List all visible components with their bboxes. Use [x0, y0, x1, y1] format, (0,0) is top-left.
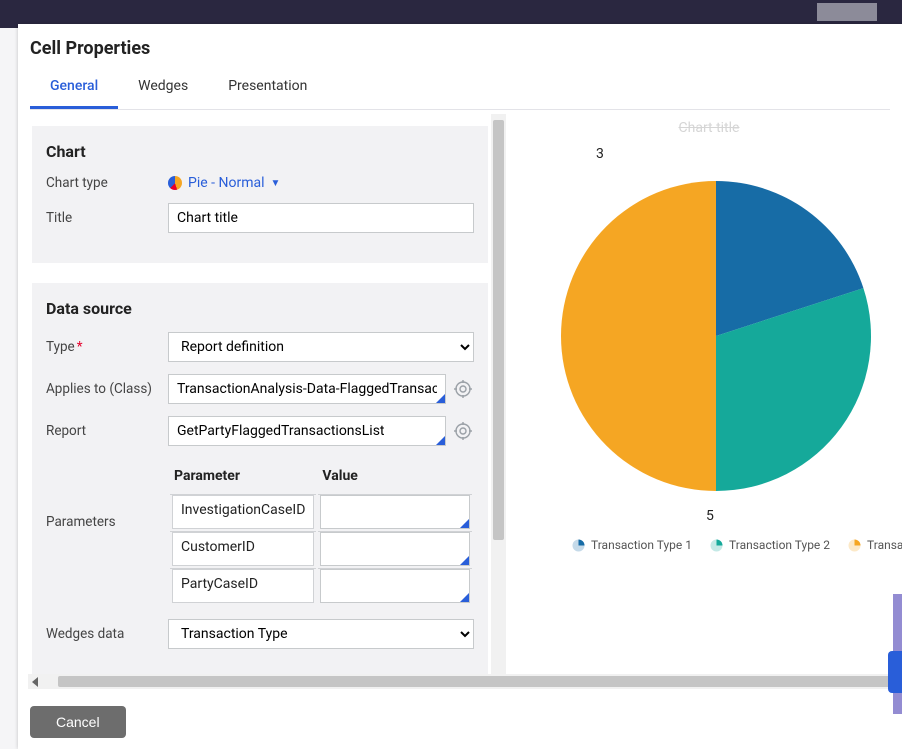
tab-general[interactable]: General [30, 69, 118, 109]
param-header-parameter: Parameter [170, 462, 316, 492]
target-icon[interactable] [452, 378, 474, 400]
cancel-button[interactable]: Cancel [30, 706, 126, 738]
scrollbar-vertical[interactable] [491, 114, 506, 689]
type-select[interactable]: Report definition [168, 332, 474, 362]
tab-presentation[interactable]: Presentation [208, 69, 327, 109]
form-pane: Chart Chart type Pie - Normal ▼ Title [18, 114, 506, 689]
param-value-input[interactable] [320, 495, 470, 529]
parameters-table: Parameter Value InvestigationCaseIDCusto… [168, 460, 474, 605]
pie-chart: 35 [536, 156, 896, 516]
legend: Transaction Type 1 Transaction Type 2 Tran… [516, 538, 902, 552]
pie-icon [168, 176, 182, 190]
legend-label: Transaction Type 1 [591, 538, 692, 552]
chart-type-selector[interactable]: Pie - Normal ▼ [168, 175, 280, 191]
legend-label: Transaction Typ [867, 538, 902, 552]
help-tab[interactable] [888, 651, 902, 693]
legend-item: Transaction Type 2 [710, 538, 830, 552]
param-name: CustomerID [172, 532, 314, 566]
target-icon[interactable] [452, 420, 474, 442]
legend-label: Transaction Type 2 [729, 538, 830, 552]
param-header-value: Value [318, 462, 472, 492]
scroll-left-icon[interactable] [32, 677, 38, 687]
cell-properties-modal: Cell Properties General Wedges Presentat… [18, 24, 902, 749]
param-row: CustomerID [170, 531, 472, 566]
param-name: InvestigationCaseID [172, 495, 314, 529]
label-title: Title [46, 210, 168, 226]
modal-footer: Cancel [18, 695, 902, 749]
title-input[interactable] [168, 203, 474, 233]
label-applies-to: Applies to (Class) [46, 381, 168, 397]
legend-item: Transaction Typ [848, 538, 902, 552]
report-input[interactable] [168, 416, 446, 446]
chart-type-text: Pie - Normal [188, 175, 265, 191]
modal-title: Cell Properties [30, 38, 890, 59]
section-datasource-heading: Data source [46, 299, 474, 318]
param-row: InvestigationCaseID [170, 494, 472, 529]
label-type: Type* [46, 339, 168, 355]
section-chart-heading: Chart [46, 142, 474, 161]
label-parameters: Parameters [46, 458, 168, 530]
label-wedges-data: Wedges data [46, 626, 168, 642]
wedges-data-select[interactable]: Transaction Type [168, 619, 474, 649]
legend-swatch-icon [710, 539, 723, 552]
legend-swatch-icon [572, 539, 585, 552]
tabs: General Wedges Presentation [30, 69, 890, 110]
label-report: Report [46, 423, 168, 439]
modal-header: Cell Properties General Wedges Presentat… [18, 24, 902, 116]
preview-pane: Chart title 35 Transaction Type 1Transac… [506, 114, 902, 689]
pie-value-label: 5 [706, 508, 714, 524]
param-value-input[interactable] [320, 569, 470, 603]
label-chart-type: Chart type [46, 175, 168, 191]
section-chart: Chart Chart type Pie - Normal ▼ Title [32, 126, 488, 263]
pie-slice [561, 181, 716, 491]
section-datasource: Data source Type* Report definition Appl… [32, 283, 488, 679]
applies-to-input[interactable] [168, 374, 446, 404]
param-name: PartyCaseID [172, 569, 314, 603]
scrollbar-horizontal[interactable] [28, 674, 902, 689]
param-row: PartyCaseID [170, 568, 472, 603]
tab-wedges[interactable]: Wedges [118, 69, 208, 109]
pie-value-label: 3 [596, 146, 604, 162]
preview-title: Chart title [516, 120, 902, 136]
legend-item: Transaction Type 1 [572, 538, 692, 552]
param-value-input[interactable] [320, 532, 470, 566]
legend-swatch-icon [848, 539, 861, 552]
chevron-down-icon: ▼ [271, 178, 281, 189]
